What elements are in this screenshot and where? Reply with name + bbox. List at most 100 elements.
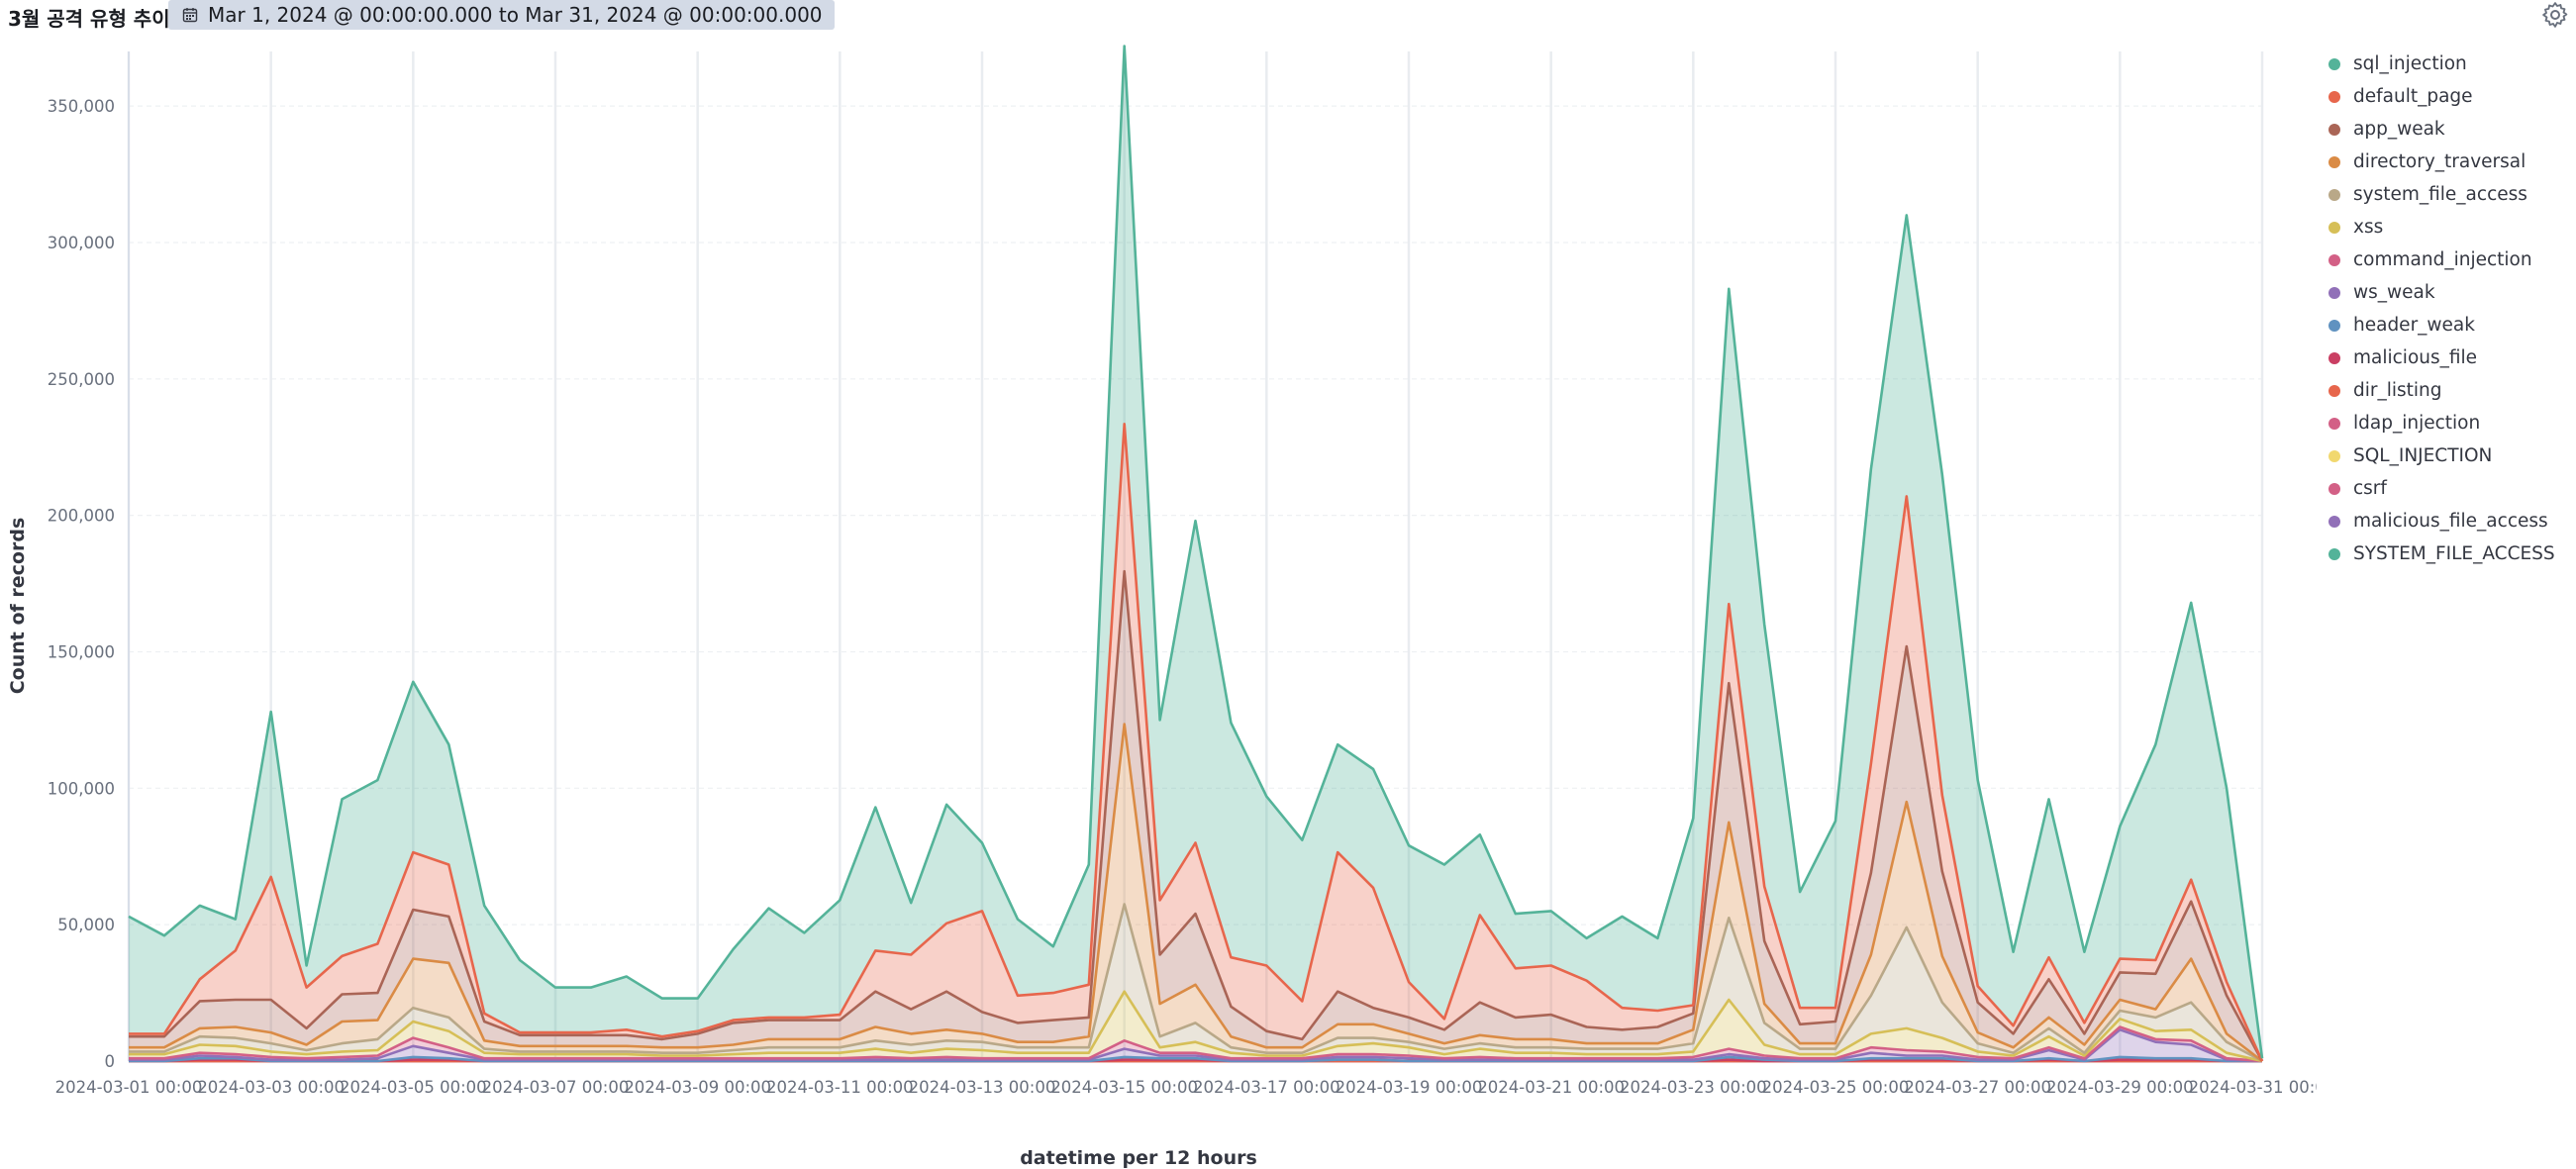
legend-item-malicious-file-access[interactable]: malicious_file_access	[2328, 505, 2571, 537]
legend-label: default_page	[2353, 86, 2473, 107]
legend-item-xss[interactable]: xss	[2328, 211, 2571, 244]
line-malicious-file	[129, 1058, 2262, 1063]
y-tick-label: 0	[105, 1052, 116, 1071]
legend-color-dot	[2328, 547, 2340, 560]
area-command-injection[interactable]	[129, 1026, 2262, 1062]
area-system-file-access[interactable]	[129, 904, 2262, 1062]
legend-item-dir-listing[interactable]: dir_listing	[2328, 374, 2571, 407]
legend-label: directory_traversal	[2353, 151, 2526, 172]
legend-color-dot	[2328, 449, 2340, 462]
legend-label: header_weak	[2353, 315, 2475, 336]
time-range-badge[interactable]: Mar 1, 2024 @ 00:00:00.000 to Mar 31, 20…	[168, 0, 835, 30]
x-tick-label: 2024-03-27 00:00	[1904, 1078, 2051, 1097]
y-tick-label: 350,000	[48, 97, 115, 116]
legend-color-dot	[2328, 286, 2340, 299]
y-axis-label: Count of records	[7, 518, 29, 695]
x-tick-label: 2024-03-05 00:00	[340, 1078, 487, 1097]
x-tick-label: 2024-03-19 00:00	[1336, 1078, 1483, 1097]
panel-title: 3월 공격 유형 추이	[8, 7, 170, 31]
legend-item-system-file-access[interactable]: SYSTEM_FILE_ACCESS	[2328, 537, 2571, 570]
legend-item-system-file-access[interactable]: system_file_access	[2328, 178, 2571, 211]
y-tick-label: 50,000	[57, 916, 115, 934]
legend-item-ldap-injection[interactable]: ldap_injection	[2328, 407, 2571, 439]
calendar-icon	[182, 8, 198, 23]
area-xss[interactable]	[129, 991, 2262, 1061]
legend-color-dot	[2328, 188, 2340, 201]
legend-color-dot	[2328, 417, 2340, 430]
legend-label: app_weak	[2353, 119, 2445, 140]
x-tick-label: 2024-03-01 00:00	[55, 1078, 203, 1097]
legend-color-dot	[2328, 482, 2340, 495]
x-tick-label: 2024-03-07 00:00	[482, 1078, 630, 1097]
legend-color-dot	[2328, 123, 2340, 136]
legend-color-dot	[2328, 384, 2340, 397]
legend-label: sql_injection	[2353, 53, 2467, 74]
legend-item-command-injection[interactable]: command_injection	[2328, 244, 2571, 276]
legend-label: system_file_access	[2353, 184, 2527, 205]
legend-item-sql-injection[interactable]: SQL_INJECTION	[2328, 439, 2571, 472]
time-range-text: Mar 1, 2024 @ 00:00:00.000 to Mar 31, 20…	[208, 3, 823, 27]
line-system-file-access	[129, 903, 2263, 1063]
y-tick-label: 100,000	[48, 779, 115, 798]
legend-color-dot	[2328, 253, 2340, 266]
legend-color-dot	[2328, 57, 2340, 70]
x-tick-label: 2024-03-13 00:00	[909, 1078, 1056, 1097]
gear-icon[interactable]	[2540, 0, 2570, 30]
legend-item-app-weak[interactable]: app_weak	[2328, 113, 2571, 146]
legend-label: SQL_INJECTION	[2353, 445, 2493, 466]
legend-item-malicious-file[interactable]: malicious_file	[2328, 341, 2571, 374]
legend-item-csrf[interactable]: csrf	[2328, 472, 2571, 505]
legend-color-dot	[2328, 90, 2340, 103]
legend-label: ldap_injection	[2353, 413, 2481, 434]
legend-item-header-weak[interactable]: header_weak	[2328, 309, 2571, 341]
x-tick-label: 2024-03-03 00:00	[197, 1078, 345, 1097]
line-sql-injection	[128, 45, 2264, 1059]
x-tick-label: 2024-03-31 00:00	[2189, 1078, 2317, 1097]
legend-color-dot	[2328, 221, 2340, 234]
y-axis-ticks: 0 50,000 100,000 150,000 200,000 250,000 300,0…	[48, 97, 115, 1071]
panel-header: 3월 공격 유형 추이 Mar 1, 2024 @ 00:00:00.000 t…	[0, 0, 2576, 34]
x-tick-label: 2024-03-11 00:00	[766, 1078, 914, 1097]
legend-label: malicious_file_access	[2353, 511, 2548, 532]
legend-label: malicious_file	[2353, 347, 2478, 368]
x-tick-label: 2024-03-25 00:00	[1762, 1078, 1910, 1097]
legend-color-dot	[2328, 515, 2340, 528]
legend-label: dir_listing	[2353, 380, 2442, 401]
legend-color-dot	[2328, 351, 2340, 364]
series-lines	[128, 45, 2264, 1063]
legend-label: command_injection	[2353, 249, 2532, 270]
legend-item-sql-injection[interactable]: sql_injection	[2328, 48, 2571, 80]
line-app-weak	[129, 569, 2264, 1062]
line-directory-traversal	[129, 723, 2263, 1063]
legend-color-dot	[2328, 155, 2340, 168]
line-ws-weak	[129, 1028, 2263, 1063]
x-tick-label: 2024-03-23 00:00	[1620, 1078, 1767, 1097]
stacked-area-chart[interactable]: 0 50,000 100,000 150,000 200,000 250,000 300,0…	[0, 34, 2336, 1145]
legend-label: csrf	[2353, 478, 2387, 499]
x-tick-label: 2024-03-17 00:00	[1193, 1078, 1340, 1097]
legend-label: ws_weak	[2353, 282, 2435, 303]
y-tick-label: 200,000	[48, 507, 115, 526]
x-tick-label: 2024-03-21 00:00	[1477, 1078, 1625, 1097]
line-command-injection	[129, 1025, 2263, 1063]
x-tick-label: 2024-03-15 00:00	[1050, 1078, 1198, 1097]
y-tick-label: 150,000	[48, 642, 115, 661]
series-areas	[129, 46, 2262, 1062]
line-header-weak	[129, 1055, 2262, 1063]
y-tick-label: 250,000	[48, 370, 115, 389]
legend-label: xss	[2353, 217, 2384, 238]
legend-item-default-page[interactable]: default_page	[2328, 80, 2571, 113]
x-tick-label: 2024-03-09 00:00	[624, 1078, 771, 1097]
legend-label: SYSTEM_FILE_ACCESS	[2353, 543, 2555, 564]
chart-area: 0 50,000 100,000 150,000 200,000 250,000 300,0…	[0, 34, 2576, 1169]
x-tick-label: 2024-03-29 00:00	[2046, 1078, 2194, 1097]
y-tick-label: 300,000	[48, 234, 115, 252]
line-default-page	[129, 423, 2264, 1062]
line-xss	[129, 990, 2263, 1063]
legend-color-dot	[2328, 319, 2340, 332]
legend-item-directory-traversal[interactable]: directory_traversal	[2328, 146, 2571, 178]
legend-item-ws-weak[interactable]: ws_weak	[2328, 276, 2571, 309]
x-axis-label: datetime per 12 hours	[1020, 1147, 1257, 1169]
